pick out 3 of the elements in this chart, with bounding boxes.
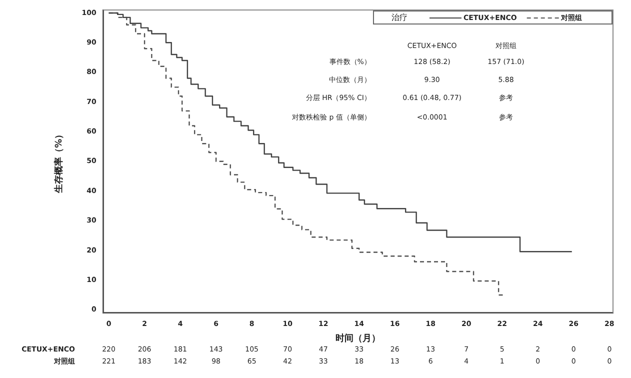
y-axis-title: 生存概率（%） <box>54 130 65 194</box>
legend-title: 治疗 <box>391 13 408 22</box>
x-axis-title: 时间（月） <box>336 332 381 344</box>
